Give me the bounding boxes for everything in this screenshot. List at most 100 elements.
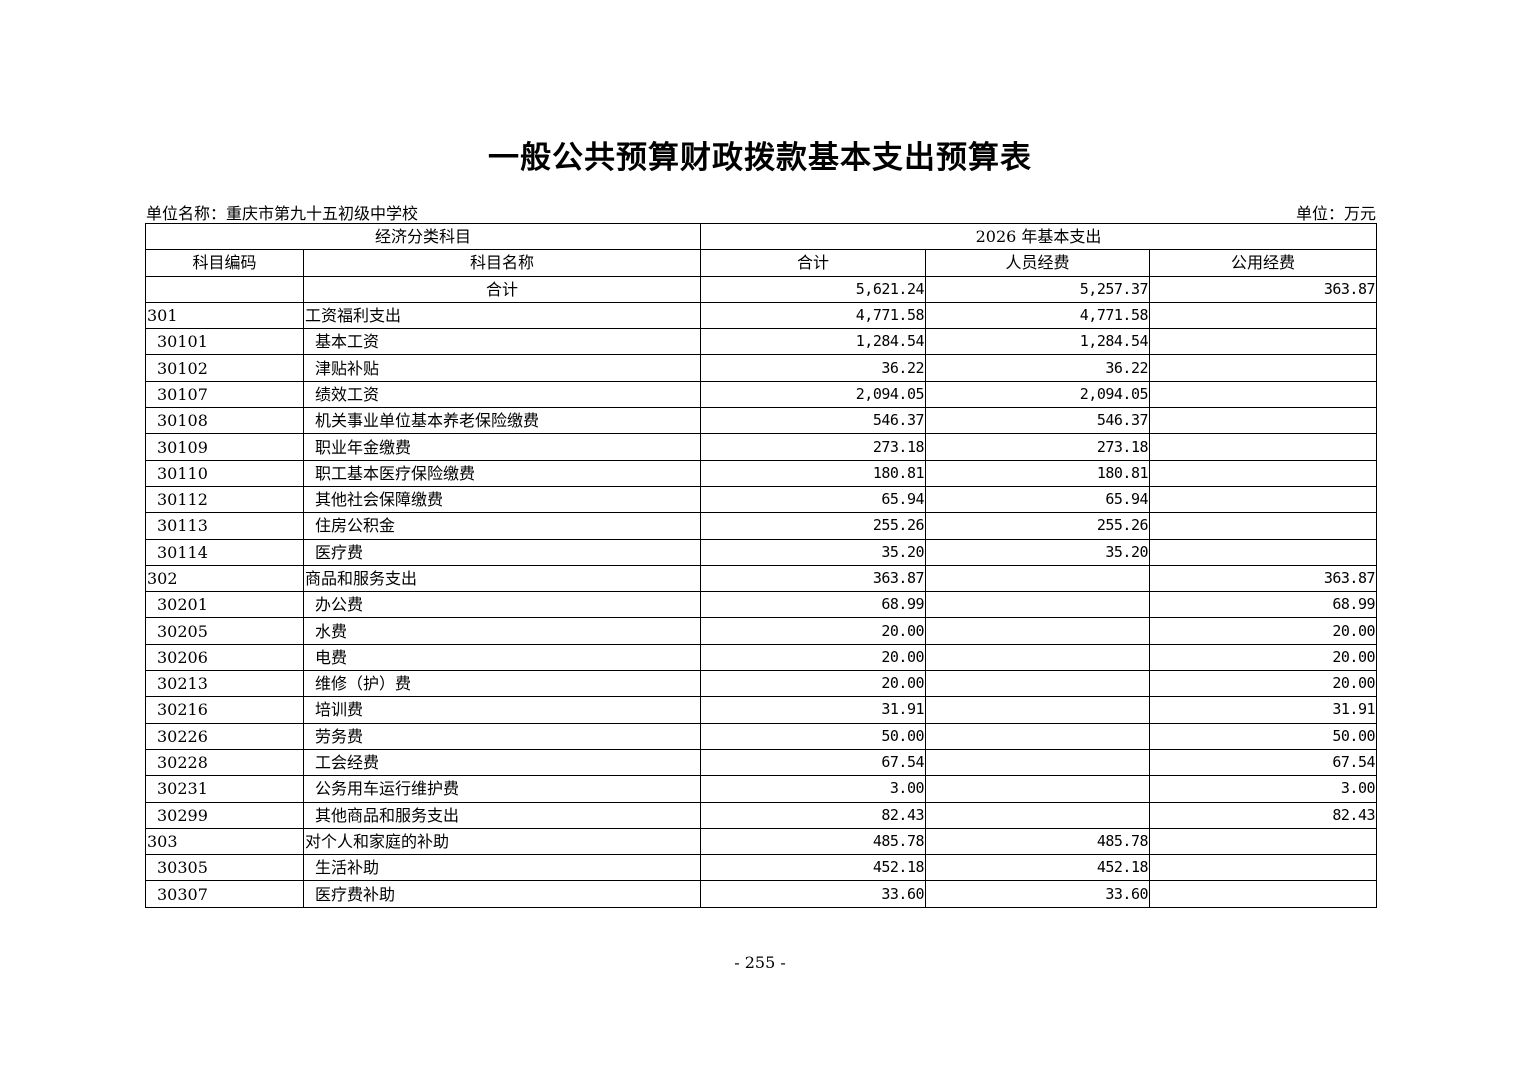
total-cell: 1,284.54 — [700, 328, 927, 356]
public-cell — [1149, 459, 1378, 487]
name-cell: 医疗费补助 — [302, 880, 702, 908]
personnel-cell: 2,094.05 — [925, 380, 1151, 409]
personnel-cell: 180.81 — [925, 459, 1151, 487]
name-cell: 工资福利支出 — [302, 301, 702, 330]
code-cell — [145, 275, 304, 303]
unit-name: 单位名称：重庆市第九十五初级中学校 — [146, 204, 419, 223]
personnel-cell — [925, 564, 1151, 593]
code-cell: 30213 — [145, 670, 304, 698]
total-cell: 4,771.58 — [700, 301, 927, 330]
personnel-cell: 4,771.58 — [925, 301, 1151, 330]
code-cell: 30108 — [145, 407, 304, 435]
public-cell — [1149, 827, 1378, 856]
name-cell: 生活补助 — [302, 854, 702, 882]
public-cell — [1149, 354, 1378, 382]
personnel-cell — [925, 670, 1151, 698]
public-cell — [1149, 433, 1378, 461]
code-cell: 30299 — [145, 801, 304, 829]
total-cell: 67.54 — [700, 748, 927, 777]
name-cell: 工会经费 — [302, 748, 702, 777]
header-basic-expenditure: 2026 年基本支出 — [700, 222, 1378, 251]
code-cell: 30109 — [145, 433, 304, 461]
total-cell: 546.37 — [700, 407, 927, 435]
public-cell — [1149, 328, 1378, 356]
personnel-cell: 33.60 — [925, 880, 1151, 908]
personnel-cell: 1,284.54 — [925, 328, 1151, 356]
code-cell: 30112 — [145, 485, 304, 514]
total-cell: 20.00 — [700, 670, 927, 698]
table-row: 30201 办公费 68.99 68.99 — [145, 591, 1378, 619]
personnel-cell — [925, 801, 1151, 829]
code-cell: 301 — [145, 301, 304, 330]
table-row: 30206 电费 20.00 20.00 — [145, 643, 1378, 672]
total-cell: 35.20 — [700, 538, 927, 566]
table-row: 30108 机关事业单位基本养老保险缴费 546.37 546.37 — [145, 407, 1378, 435]
total-cell: 65.94 — [700, 485, 927, 514]
personnel-cell: 273.18 — [925, 433, 1151, 461]
name-cell: 公务用车运行维护费 — [302, 775, 702, 803]
name-cell: 其他商品和服务支出 — [302, 801, 702, 829]
personnel-cell: 485.78 — [925, 827, 1151, 856]
code-cell: 30231 — [145, 775, 304, 803]
table-row: 30228 工会经费 67.54 67.54 — [145, 748, 1378, 777]
name-cell: 职业年金缴费 — [302, 433, 702, 461]
table-row: 30307 医疗费补助 33.60 33.60 — [145, 880, 1378, 908]
code-cell: 30307 — [145, 880, 304, 908]
total-cell: 452.18 — [700, 854, 927, 882]
public-cell: 68.99 — [1149, 591, 1378, 619]
name-cell: 医疗费 — [302, 538, 702, 566]
page-number: - 255 - — [734, 953, 786, 972]
table-row: 30113 住房公积金 255.26 255.26 — [145, 512, 1378, 540]
personnel-cell — [925, 748, 1151, 777]
personnel-cell — [925, 617, 1151, 645]
header-row-columns: 科目编码 科目名称 合计 人员经费 公用经费 — [145, 249, 1378, 277]
header-economic-classification: 经济分类科目 — [144, 222, 702, 251]
header-name: 科目名称 — [302, 249, 702, 277]
table-row: 30102 津贴补贴 36.22 36.22 — [145, 354, 1378, 382]
total-cell: 180.81 — [700, 459, 927, 487]
name-cell: 基本工资 — [302, 328, 702, 356]
personnel-cell — [925, 643, 1151, 672]
total-cell: 255.26 — [700, 512, 927, 540]
total-cell: 82.43 — [700, 801, 927, 829]
table-row: 302 商品和服务支出 363.87 363.87 — [145, 564, 1378, 593]
public-cell: 20.00 — [1149, 617, 1378, 645]
public-cell: 82.43 — [1149, 801, 1378, 829]
personnel-cell: 5,257.37 — [925, 275, 1151, 303]
code-cell: 30113 — [145, 512, 304, 540]
table-row: 30114 医疗费 35.20 35.20 — [145, 538, 1378, 566]
personnel-cell — [925, 722, 1151, 750]
total-cell: 363.87 — [700, 564, 927, 593]
public-cell — [1149, 301, 1378, 330]
personnel-cell: 452.18 — [925, 854, 1151, 882]
personnel-cell: 546.37 — [925, 407, 1151, 435]
page-title: 一般公共预算财政拨款基本支出预算表 — [488, 140, 1032, 176]
table-row: 30299 其他商品和服务支出 82.43 82.43 — [145, 801, 1378, 829]
public-cell: 3.00 — [1149, 775, 1378, 803]
table-row: 30226 劳务费 50.00 50.00 — [145, 722, 1378, 750]
personnel-cell — [925, 775, 1151, 803]
table-row: 30216 培训费 31.91 31.91 — [145, 696, 1378, 724]
name-cell: 职工基本医疗保险缴费 — [302, 459, 702, 487]
name-cell: 津贴补贴 — [302, 354, 702, 382]
code-cell: 30101 — [145, 328, 304, 356]
code-cell: 303 — [145, 827, 304, 856]
total-cell: 31.91 — [700, 696, 927, 724]
header-row-group: 经济分类科目 2026 年基本支出 — [144, 222, 1378, 251]
code-cell: 30205 — [145, 617, 304, 645]
name-cell: 办公费 — [302, 591, 702, 619]
table-row: 30107 绩效工资 2,094.05 2,094.05 — [145, 380, 1378, 409]
public-cell: 20.00 — [1149, 643, 1378, 672]
header-personnel: 人员经费 — [925, 249, 1151, 277]
code-cell: 30226 — [145, 722, 304, 750]
table-row: 30110 职工基本医疗保险缴费 180.81 180.81 — [145, 459, 1378, 487]
public-cell: 363.87 — [1149, 275, 1378, 303]
name-cell: 水费 — [302, 617, 702, 645]
personnel-cell — [925, 591, 1151, 619]
name-cell: 维修（护）费 — [302, 670, 702, 698]
table-row: 301 工资福利支出 4,771.58 4,771.58 — [145, 301, 1378, 330]
total-cell: 20.00 — [700, 643, 927, 672]
table-row: 30112 其他社会保障缴费 65.94 65.94 — [145, 485, 1378, 514]
public-cell — [1149, 380, 1378, 409]
table-row: 30305 生活补助 452.18 452.18 — [145, 854, 1378, 882]
